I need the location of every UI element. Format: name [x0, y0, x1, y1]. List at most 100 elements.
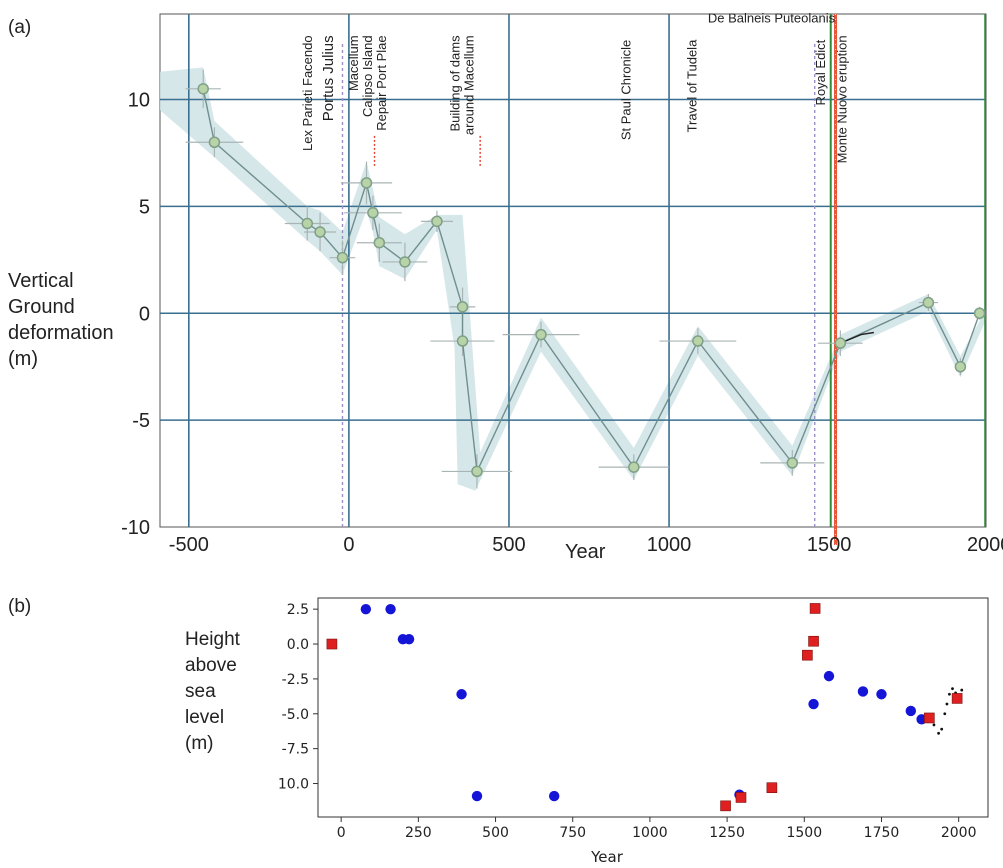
panel-b-ytick-label-5: 10.0 — [278, 777, 309, 793]
deformation-point-1 — [208, 136, 221, 148]
deformation-point-3 — [314, 226, 326, 238]
panel-b-label: (b) — [8, 596, 31, 617]
panel-b-xtick-label-8: 2000 — [941, 825, 977, 841]
panel-b-xtick-label-4: 1000 — [632, 825, 668, 841]
event-annotation-8: Monte Nuovo eruption — [835, 35, 850, 163]
panel-a-frame — [159, 13, 987, 528]
panel-a-x-axis-label: Year — [565, 541, 606, 563]
panel-a-xtick-label-3: 1000 — [647, 534, 692, 556]
event-annotation-2-line-1: Calipso Island — [360, 35, 375, 117]
event-annotation-1: Portus Julius — [320, 35, 337, 121]
tide-gauge-point-5 — [945, 702, 949, 706]
blue-circle-point-6 — [548, 790, 560, 802]
panel-b-ytick-label-0: 2.5 — [287, 602, 309, 618]
panel-a-tick-labels: 10 5 0 -5 -10 -500 0 500 1000 1500 2000 — [121, 90, 1003, 557]
blue-circle-point-3 — [403, 633, 415, 645]
blue-circle-point-5 — [471, 790, 483, 802]
event-annotation-3: Building of damsaround Macellum — [447, 35, 476, 135]
panel-b-y-axis-label: Height above sea level (m) — [185, 629, 241, 754]
blue-circle-point-8 — [808, 698, 819, 710]
panel-b-ytick-label-1: 0.0 — [287, 637, 309, 653]
panel-b-xtick-label-0: 0 — [337, 825, 346, 841]
event-annotation-7-line-0: Royal Edict — [813, 39, 828, 105]
panel-b-ytick-label-3: -5.0 — [282, 707, 309, 723]
event-annotation-3-line-1: around Macellum — [461, 35, 476, 135]
panel-b-xtick-label-6: 1500 — [786, 825, 822, 841]
panel-b-xtick-label-5: 1250 — [709, 825, 745, 841]
panel-a-ytick-label-3: -5 — [132, 410, 150, 432]
event-annotation-1-line-0: Portus Julius — [320, 35, 337, 121]
panel-b-ylabel-line-2: above — [185, 655, 237, 676]
event-annotation-0-line-0: Lex Parieti Facendo — [300, 35, 315, 151]
red-square-point-4 — [802, 649, 813, 661]
blue-circle-point-0 — [360, 603, 372, 615]
panel-a-label: (a) — [8, 17, 31, 38]
panel-b-ylabel-line-5: (m) — [185, 733, 213, 754]
event-annotation-3-line-0: Building of dams — [447, 35, 462, 132]
post-eruption-trend — [840, 331, 875, 344]
tide-gauge-point-2 — [937, 731, 940, 735]
deformation-point-19 — [954, 360, 967, 373]
red-square-point-5 — [808, 635, 819, 647]
event-annotation-6-line-0: De Balneis Puteolanis — [708, 11, 836, 26]
red-square-point-7 — [924, 712, 935, 724]
deformation-point-10 — [456, 301, 469, 313]
panel-b-xtick-label-1: 250 — [405, 825, 432, 841]
panel-a-plot-area: Lex Parieti Facendo Portus Julius Macellum… — [159, 11, 987, 545]
event-annotation-0: Lex Parieti Facendo — [300, 35, 315, 151]
panel-a-xtick-label-2: 500 — [492, 534, 525, 556]
event-annotation-4-line-0: St Paul Chronicle — [619, 40, 634, 140]
deformation-point-7 — [373, 236, 386, 249]
panel-a-ylabel-line-4: (m) — [8, 348, 38, 370]
deformation-point-17 — [834, 337, 847, 349]
panel-b-xtick-label-3: 750 — [559, 825, 586, 841]
panel-b-x-axis-label: Year — [590, 848, 624, 866]
event-annotation-2-line-0: Macellum — [346, 35, 361, 91]
event-annotation-2-line-2: Repair Port Plae — [374, 35, 389, 130]
tide-gauge-point-7 — [951, 687, 954, 691]
deformation-point-20 — [973, 307, 986, 319]
deformation-point-2 — [301, 217, 314, 230]
tide-gauge-point-4 — [943, 712, 947, 716]
blue-circle-point-11 — [876, 689, 887, 700]
panel-b-ylabel-line-1: Height — [185, 629, 241, 650]
blue-circle-point-12 — [905, 705, 917, 717]
event-annotation-2: MacellumCalipso IslandRepair Port Plae — [346, 35, 389, 130]
panel-a-ylabel-line-1: Vertical — [8, 270, 74, 292]
panel-a-ytick-label-4: -10 — [121, 517, 150, 539]
deformation-point-11 — [456, 335, 469, 347]
event-annotation-6: De Balneis Puteolanis — [708, 11, 836, 26]
panel-b-ylabel-line-3: sea — [185, 681, 216, 702]
panel-a-xtick-label-5: 2000 — [967, 534, 1003, 556]
panel-a-ytick-label-2: 0 — [139, 303, 150, 325]
event-annotation-7: Royal Edict — [813, 39, 828, 105]
panel-b-frame — [317, 597, 989, 818]
blue-circle-point-10 — [857, 686, 869, 697]
deformation-point-12 — [471, 465, 483, 478]
panel-b-xtick-label-7: 1750 — [864, 825, 900, 841]
red-square-point-2 — [735, 792, 747, 803]
panel-a-ytick-label-0: 10 — [128, 90, 150, 112]
panel-a-xtick-label-0: -500 — [169, 534, 209, 556]
deformation-point-5 — [360, 177, 373, 189]
blue-circle-point-4 — [456, 689, 467, 700]
deformation-point-14 — [628, 461, 640, 473]
panel-a-ylabel-line-2: Ground — [8, 296, 75, 318]
panel-b-ylabel-line-4: level — [185, 707, 224, 728]
deformation-point-0 — [197, 83, 209, 95]
blue-circle-point-1 — [385, 603, 396, 615]
panel-b-xtick-label-2: 500 — [482, 825, 509, 841]
panel-a-xtick-label-4: 1500 — [807, 534, 852, 556]
panel-b-ytick-label-4: -7.5 — [282, 742, 309, 758]
deformation-point-13 — [535, 328, 547, 341]
deformation-point-4 — [336, 251, 349, 264]
event-annotation-5: Travel of Tudela — [684, 39, 699, 133]
red-square-point-3 — [766, 782, 778, 794]
deformation-point-8 — [399, 256, 411, 268]
event-annotation-8-line-0: Monte Nuovo eruption — [835, 35, 850, 163]
tide-gauge-point-6 — [948, 692, 951, 696]
event-annotation-5-line-0: Travel of Tudela — [684, 39, 699, 133]
deformation-point-15 — [692, 335, 704, 347]
panel-b-plot-area: 2.5 0.0 -2.5 -5.0 -7.5 10.0 0 250 500 750 1000 1250… — [278, 597, 989, 841]
